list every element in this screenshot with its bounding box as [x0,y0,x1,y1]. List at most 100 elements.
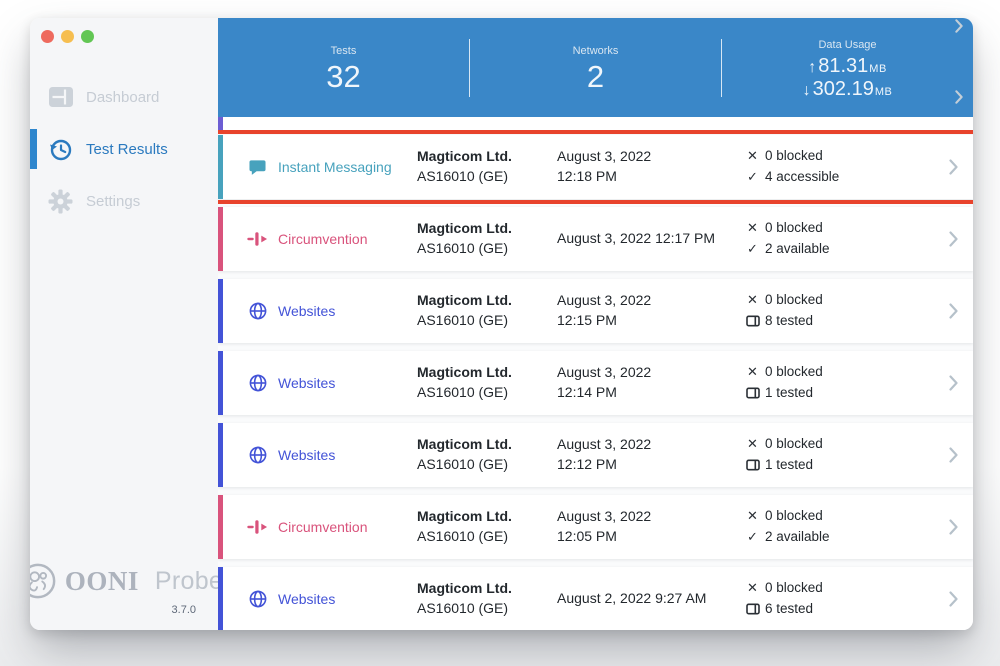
result-stats-cell: ✕ 0 blocked ✓ 2 available [745,218,830,260]
chevron-right-icon[interactable] [949,447,958,463]
result-row[interactable]: Websites Magticom Ltd. AS16010 (GE) Augu… [218,279,973,343]
stat-networks-value: 2 [586,59,605,95]
stat-line-2: ✓ 2 available [745,239,830,260]
header-divider [469,38,470,97]
ooni-probe-logo: OONI Probe [30,562,223,600]
result-row[interactable]: Websites Magticom Ltd. AS16010 (GE) Augu… [218,567,973,630]
result-row[interactable]: Websites Magticom Ltd. AS16010 (GE) Augu… [218,351,973,415]
stat-tests-label: Tests [330,45,357,58]
circumvention-icon [247,232,268,246]
result-stats-cell: ✕ 0 blocked 8 tested [745,290,823,332]
stat-tests: Tests 32 [218,18,469,117]
test-name: Instant Messaging [278,159,392,175]
globe-icon [247,590,268,608]
network-name: Magticom Ltd. [417,436,512,453]
upload-value: 81.31 [818,54,869,77]
result-stats-cell: ✕ 0 blocked 1 tested [745,362,823,404]
tested-icon [745,387,760,399]
network-asn: AS16010 (GE) [417,528,509,544]
test-name: Circumvention [278,231,368,247]
sidebar-nav: Dashboard Test Results [30,43,218,223]
network-cell: Magticom Ltd. AS16010 (GE) [417,579,557,618]
data-usage-upload: ↑ 81.31 MB [808,55,887,78]
result-row[interactable]: Websites Magticom Ltd. AS16010 (GE) Augu… [218,423,973,487]
test-name-cell: Websites [223,590,417,608]
partially-visible-result-row[interactable] [218,117,973,131]
result-date: August 3, 2022 12:17 PM [557,230,715,247]
result-stats-cell: ✕ 0 blocked 6 tested [745,578,823,620]
logo-product-text: Probe [154,566,224,595]
test-name: Websites [278,303,336,319]
results-list: Instant Messaging Magticom Ltd. AS16010 … [218,130,973,630]
download-value: 302.19 [812,77,874,100]
chat-icon [247,159,268,176]
network-asn: AS16010 (GE) [417,168,509,184]
cross-icon: ✕ [747,148,758,164]
result-date: August 3, 2022 12:18 PM [557,148,652,184]
chevron-right-icon[interactable] [949,519,958,535]
cross-icon: ✕ [747,580,758,596]
stat-line-2: 1 tested [745,455,823,476]
result-date: August 3, 2022 12:14 PM [557,364,652,400]
network-name: Magticom Ltd. [417,580,512,597]
stat-line-2: ✓ 2 available [745,527,830,548]
stats-header: Tests 32 Networks 2 Data Usage ↑ 81.31 M… [218,18,973,117]
network-name: Magticom Ltd. [417,508,512,525]
tested-icon [745,603,760,615]
dashboard-icon [47,84,74,111]
header-divider [721,38,722,97]
chevron-right-icon[interactable] [955,90,963,104]
sidebar-item-test-results[interactable]: Test Results [30,127,218,171]
chevron-right-icon[interactable] [955,19,963,33]
sidebar-item-settings[interactable]: Settings [30,179,218,223]
history-icon [47,136,74,163]
date-cell: August 3, 2022 12:17 PM [557,229,745,249]
stat-networks-label: Networks [572,45,619,58]
chevron-right-icon[interactable] [949,375,958,391]
close-button[interactable] [41,30,54,43]
upload-unit: MB [869,62,887,75]
network-cell: Magticom Ltd. AS16010 (GE) [417,147,557,186]
network-asn: AS16010 (GE) [417,600,509,616]
sidebar-item-dashboard[interactable]: Dashboard [30,75,218,119]
network-cell: Magticom Ltd. AS16010 (GE) [417,363,557,402]
network-asn: AS16010 (GE) [417,456,509,472]
stat-line-2: 8 tested [745,311,823,332]
chevron-right-icon[interactable] [949,231,958,247]
download-arrow-icon: ↓ [802,81,811,99]
test-name-cell: Websites [223,446,417,464]
test-name-cell: Circumvention [223,231,417,247]
cross-icon: ✕ [747,364,758,380]
stat-networks: Networks 2 [470,18,721,117]
download-unit: MB [874,85,893,98]
cross-icon: ✕ [747,292,758,308]
sidebar: Dashboard Test Results [30,18,223,630]
stat-line-1: ✕ 0 blocked [745,146,839,167]
result-stats-cell: ✕ 0 blocked ✓ 4 accessible [745,146,839,188]
result-row[interactable]: Circumvention Magticom Ltd. AS16010 (GE)… [218,495,973,559]
zoom-button[interactable] [81,30,94,43]
minimize-button[interactable] [61,30,74,43]
test-name: Websites [278,447,336,463]
date-cell: August 3, 2022 12:15 PM [557,291,745,330]
date-cell: August 3, 2022 12:18 PM [557,147,745,186]
sidebar-item-label: Test Results [86,140,168,158]
stat-tests-value: 32 [326,59,361,95]
cross-icon: ✕ [747,436,758,452]
tested-icon [745,315,760,327]
result-stats-cell: ✕ 0 blocked 1 tested [745,434,823,476]
result-row[interactable]: Instant Messaging Magticom Ltd. AS16010 … [218,130,973,204]
result-row[interactable]: Circumvention Magticom Ltd. AS16010 (GE)… [218,207,973,271]
network-cell: Magticom Ltd. AS16010 (GE) [417,291,557,330]
data-usage-download: ↓ 302.19 MB [803,78,893,101]
chevron-right-icon[interactable] [949,159,958,175]
globe-icon [247,302,268,320]
chevron-right-icon[interactable] [949,303,958,319]
date-cell: August 3, 2022 12:05 PM [557,507,745,546]
stat-data-usage: Data Usage ↑ 81.31 MB ↓ 302.19 MB [722,18,973,117]
logo-brand-text: OONI [64,565,139,596]
stat-line-1: ✕ 0 blocked [745,362,823,383]
chevron-right-icon[interactable] [949,591,958,607]
test-name-cell: Circumvention [223,519,417,535]
network-name: Magticom Ltd. [417,220,512,237]
